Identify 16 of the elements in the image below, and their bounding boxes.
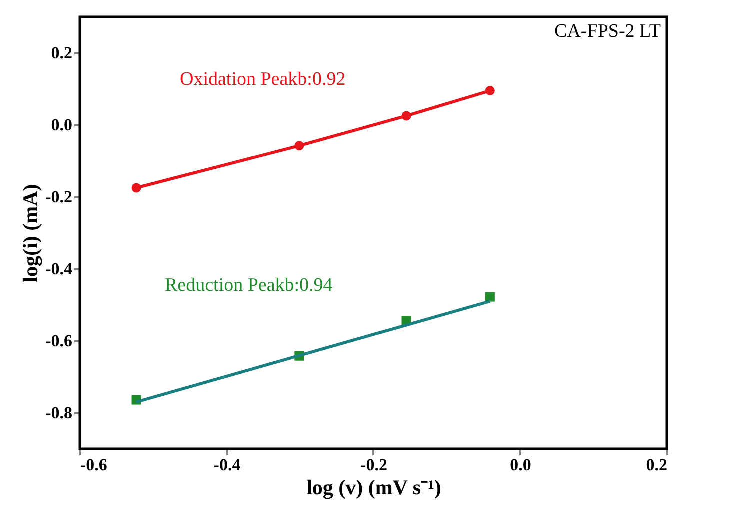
x-tick-label: 0.2 <box>646 456 668 474</box>
y-tick-label: -0.8 <box>46 404 72 422</box>
x-tick-label: -0.4 <box>214 456 242 474</box>
x-tick-label: 0.0 <box>510 456 532 474</box>
x-tick-label: -0.2 <box>360 456 388 474</box>
y-tick-label: 0.2 <box>51 44 72 62</box>
annotation: Oxidation Peakb:0.92 <box>180 69 346 90</box>
y-tick-label: -0.4 <box>46 260 73 278</box>
x-tick-label: -0.6 <box>80 456 108 474</box>
y-tick-label: 0.0 <box>51 116 72 134</box>
x-axis-title: log (v) (mV s⁻¹) <box>306 476 442 500</box>
annotation: Reduction Peakb:0.94 <box>165 275 334 296</box>
y-tick-label: -0.6 <box>46 332 72 350</box>
y-axis-title: log(i) (mA) <box>18 184 43 283</box>
annotation: CA-FPS-2 LT <box>554 21 662 42</box>
y-tick-label: -0.2 <box>46 188 72 206</box>
